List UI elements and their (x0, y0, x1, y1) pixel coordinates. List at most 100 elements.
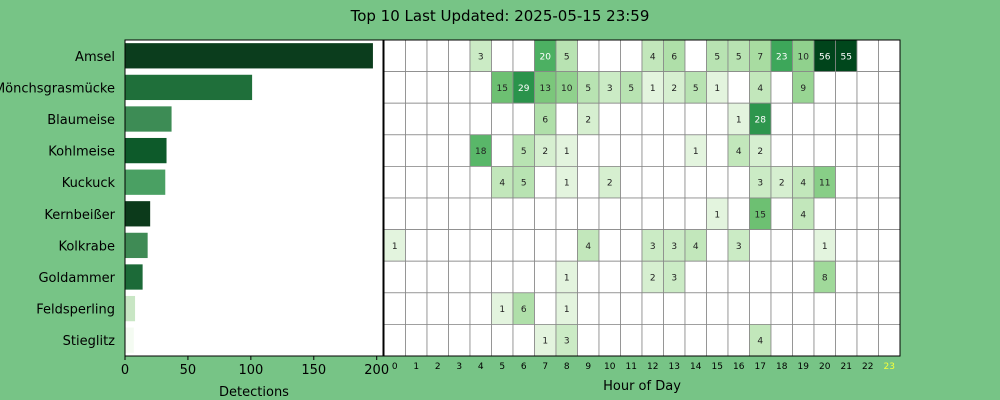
heatmap-value: 4 (693, 242, 699, 252)
heatmap-cell (792, 260, 815, 294)
heatmap-value: 6 (542, 116, 548, 126)
bar (125, 169, 166, 195)
heatmap-value: 1 (714, 84, 720, 94)
heatmap-cell (383, 102, 406, 136)
x-tick-label: 50 (180, 363, 197, 378)
heatmap-cell (512, 260, 535, 294)
heatmap-cell (598, 102, 621, 136)
heatmap-cell (383, 323, 406, 357)
heatmap-value: 23 (776, 52, 787, 62)
heatmap-value: 3 (736, 242, 742, 252)
heatmap-cell (405, 102, 428, 136)
heatmap-cell (426, 197, 449, 231)
heatmap-value: 4 (736, 147, 742, 157)
bar (125, 327, 134, 353)
heatmap-cell (706, 260, 729, 294)
heatmap-value: 1 (564, 305, 570, 315)
heatmap-cell (856, 197, 879, 231)
heatmap-cell (534, 165, 557, 199)
heatmap-cell (491, 323, 514, 357)
heatmap-value: 2 (779, 179, 785, 189)
heatmap-cell (534, 197, 557, 231)
hour-tick-label: 23 (884, 362, 895, 372)
heatmap-cell (426, 39, 449, 73)
heatmap-cell (426, 134, 449, 167)
bar (125, 232, 148, 259)
heatmap-cell (426, 102, 449, 136)
heatmap-value: 1 (714, 210, 720, 220)
heatmap-cell (835, 292, 858, 325)
heatmap-cell (663, 134, 686, 167)
hour-tick-label: 3 (456, 362, 462, 372)
heatmap-cell (405, 71, 428, 104)
heatmap-cell (663, 323, 686, 357)
heatmap-cell (878, 260, 901, 294)
heatmap-value: 2 (542, 147, 548, 157)
heatmap-cell (598, 197, 621, 231)
heatmap-cell (620, 102, 643, 136)
heatmap-cell (792, 323, 815, 357)
heatmap-value: 1 (392, 242, 398, 252)
category-label: Stieglitz (63, 334, 116, 349)
hour-tick-label: 8 (564, 362, 570, 372)
category-label: Blaumeise (47, 113, 115, 128)
heatmap-cell (405, 165, 428, 199)
heatmap-cell (684, 260, 707, 294)
heatmap-cell (835, 323, 858, 357)
heatmap-cell (770, 197, 793, 231)
heatmap-value: 5 (628, 84, 634, 94)
heatmap-cell (684, 102, 707, 136)
heatmap-cell (534, 229, 557, 262)
heatmap-value: 56 (819, 52, 831, 62)
heatmap-value: 1 (736, 116, 742, 126)
heatmap-cell (577, 134, 600, 167)
heatmap-cell (835, 229, 858, 262)
heatmap-value: 3 (607, 84, 613, 94)
heatmap-cell (727, 71, 750, 104)
heatmap-value: 1 (499, 305, 505, 315)
heatmap-cell (448, 71, 471, 104)
heatmap-value: 10 (798, 52, 810, 62)
heatmap-value: 4 (800, 210, 806, 220)
heatmap-cell (878, 323, 901, 357)
heatmap-cell (706, 229, 729, 262)
heatmap-cell (534, 260, 557, 294)
category-label: Goldammer (38, 271, 115, 286)
heatmap-cell (706, 292, 729, 325)
bar (125, 201, 151, 227)
heatmap-cell (469, 165, 492, 199)
heatmap-cell (448, 323, 471, 357)
heatmap-value: 20 (540, 52, 552, 62)
heatmap-cell (770, 134, 793, 167)
heatmap-value: 5 (585, 84, 591, 94)
heatmap-cell (684, 292, 707, 325)
heatmap-cell (383, 197, 406, 231)
bar (125, 43, 373, 69)
heatmap-cell (448, 197, 471, 231)
heatmap-cell (598, 134, 621, 167)
heatmap-cell (749, 229, 772, 262)
heatmap-cell (641, 292, 664, 325)
heatmap-cell (491, 229, 514, 262)
heatmap-cell (620, 229, 643, 262)
heatmap-cell (813, 102, 836, 136)
heatmap-cell (792, 102, 815, 136)
bar (125, 295, 136, 322)
heatmap-cell (448, 229, 471, 262)
heatmap-cell (727, 197, 750, 231)
heatmap-cell (620, 323, 643, 357)
heatmap-cell (792, 229, 815, 262)
heatmap-cell (641, 134, 664, 167)
heatmap-cell (878, 229, 901, 262)
heatmap-cell (770, 323, 793, 357)
category-label: Kernbeißer (44, 208, 115, 223)
heatmap-cell (448, 134, 471, 167)
heatmap-cell (813, 71, 836, 104)
heatmap-frame (383, 39, 901, 357)
hour-tick-label: 6 (521, 362, 527, 372)
heatmap-cell (383, 39, 406, 73)
heatmap-cell (491, 39, 514, 73)
heatmap-cell (856, 260, 879, 294)
hour-tick-label: 22 (862, 362, 873, 372)
